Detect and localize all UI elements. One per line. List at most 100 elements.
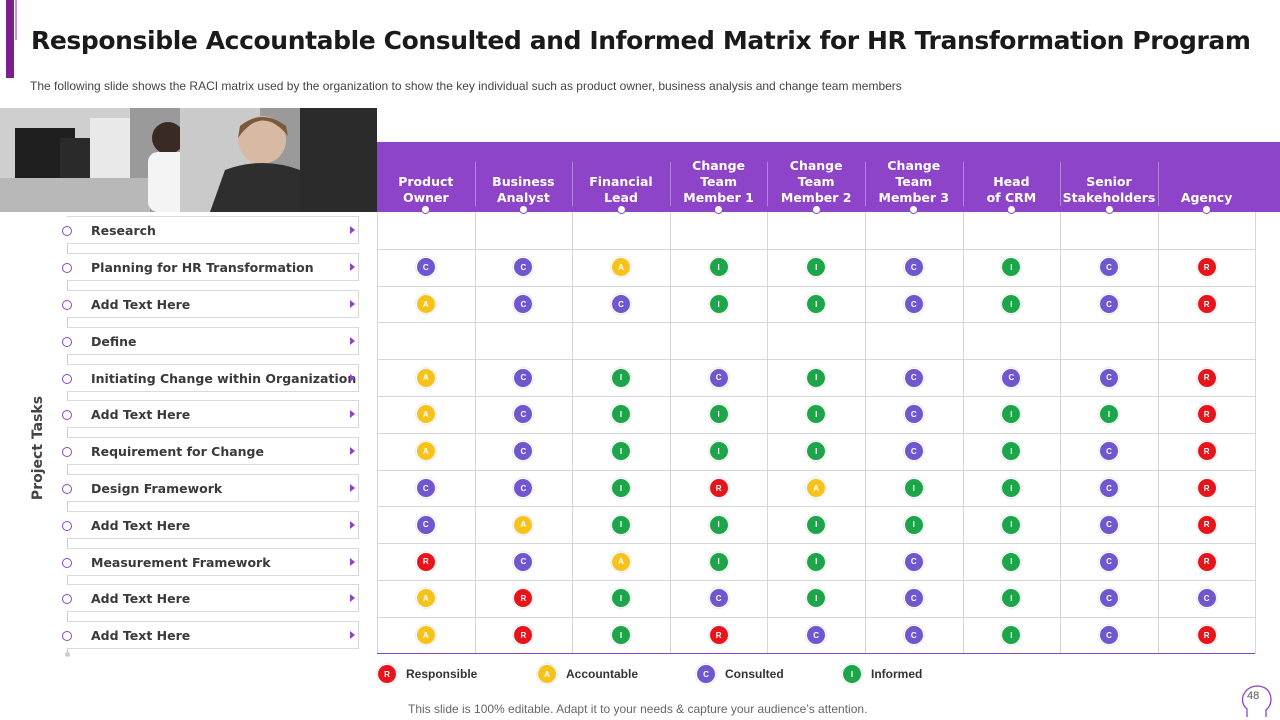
- task-name: Add Text Here: [91, 517, 191, 533]
- raci-marker: I: [903, 514, 924, 535]
- task-row-label[interactable]: Requirement for Change: [62, 437, 359, 466]
- raci-marker: I: [806, 588, 827, 609]
- raci-marker: I: [611, 478, 631, 498]
- raci-marker: C: [415, 478, 436, 498]
- task-row-label[interactable]: Planning for HR Transformation: [62, 253, 359, 282]
- column-header: Agency: [1180, 190, 1233, 205]
- raci-marker: I: [708, 294, 729, 314]
- column-separator: [669, 162, 671, 206]
- raci-marker: C: [708, 588, 729, 609]
- column-connector-dot: [1202, 205, 1212, 214]
- raci-marker: I: [1001, 294, 1022, 314]
- raci-marker: I: [1001, 404, 1022, 425]
- raci-marker: I: [611, 441, 631, 462]
- task-row-label[interactable]: Initiating Change within Organization: [62, 363, 359, 392]
- raci-marker: C: [1001, 367, 1022, 388]
- legend-marker: C: [696, 664, 716, 684]
- matrix-bottom-border: [377, 653, 1255, 654]
- chevron-right-icon: [350, 336, 355, 345]
- raci-marker: I: [611, 367, 631, 388]
- raci-marker: R: [415, 551, 436, 572]
- task-row-label[interactable]: Add Text Here: [62, 290, 359, 318]
- footer-note: This slide is 100% editable. Adapt it to…: [408, 702, 868, 716]
- raci-marker: R: [1196, 625, 1217, 646]
- chevron-right-icon: [350, 447, 355, 456]
- grid-row-line: [377, 285, 1255, 287]
- raci-marker: I: [708, 551, 729, 572]
- task-row-label[interactable]: Add Text Here: [62, 621, 359, 650]
- raci-marker: I: [708, 404, 729, 425]
- raci-marker: C: [1099, 514, 1119, 535]
- task-bullet-icon: [62, 263, 72, 274]
- raci-marker: R: [1196, 294, 1217, 314]
- task-name: Add Text Here: [91, 628, 191, 644]
- raci-marker: A: [415, 367, 436, 388]
- raci-marker: A: [611, 551, 631, 572]
- raci-marker: C: [903, 404, 924, 425]
- chevron-right-icon: [350, 300, 355, 308]
- column-separator: [962, 162, 964, 206]
- task-row-label[interactable]: Add Text Here: [62, 510, 359, 539]
- raci-marker: I: [806, 551, 827, 572]
- task-row-label[interactable]: Measurement Framework: [62, 547, 359, 576]
- project-tasks-label: Project Tasks: [30, 395, 46, 501]
- raci-marker: I: [806, 367, 827, 388]
- raci-marker: C: [903, 551, 924, 572]
- title-accent-bar: [6, 0, 14, 78]
- legend-label: Informed: [871, 667, 923, 681]
- column-connector-dot: [421, 205, 431, 214]
- raci-marker: C: [1099, 588, 1119, 609]
- task-name: Add Text Here: [91, 297, 191, 312]
- raci-marker: A: [415, 588, 436, 609]
- raci-marker: C: [1099, 257, 1119, 278]
- task-row-label[interactable]: Research: [62, 216, 359, 245]
- raci-marker: I: [1001, 441, 1022, 462]
- column-connector-dot: [518, 205, 528, 214]
- legend-item: A Accountable: [537, 664, 638, 684]
- raci-marker: C: [1099, 625, 1119, 646]
- raci-marker: C: [1099, 551, 1119, 572]
- column-separator: [1060, 162, 1062, 206]
- raci-marker: C: [1196, 588, 1217, 609]
- office-photo-graphic: [0, 108, 377, 212]
- task-name: Planning for HR Transformation: [91, 260, 314, 276]
- raci-marker: C: [513, 441, 534, 462]
- grid-row-line: [377, 322, 1255, 324]
- column-connector-dot: [714, 205, 724, 214]
- chevron-right-icon: [350, 594, 355, 603]
- legend-item: C Consulted: [696, 664, 784, 684]
- task-row-label[interactable]: Design Framework: [62, 474, 359, 502]
- column-connector-dot: [616, 205, 626, 214]
- raci-marker: R: [1196, 514, 1217, 535]
- title-accent-line: [15, 0, 17, 40]
- raci-marker: I: [611, 588, 631, 609]
- task-timeline-end: [65, 652, 70, 657]
- raci-marker: I: [1001, 588, 1022, 609]
- column-connector-dot: [1006, 205, 1016, 214]
- grid-row-line: [377, 359, 1255, 361]
- raci-marker: C: [513, 551, 534, 572]
- raci-marker: A: [415, 294, 436, 314]
- task-bullet-icon: [62, 447, 72, 458]
- task-row-label[interactable]: Add Text Here: [62, 400, 359, 429]
- column-header: Change Team Member 1: [683, 158, 754, 205]
- column-header: Financial Lead: [589, 174, 653, 205]
- raci-marker: I: [1001, 514, 1022, 535]
- raci-marker: A: [415, 625, 436, 646]
- raci-marker: I: [1001, 257, 1022, 278]
- raci-marker: R: [513, 588, 534, 609]
- grid-row-line: [377, 469, 1255, 471]
- column-separator: [767, 162, 769, 206]
- task-bullet-icon: [62, 520, 72, 531]
- raci-marker: C: [708, 367, 729, 388]
- raci-marker: C: [415, 257, 436, 278]
- raci-marker: C: [513, 257, 534, 278]
- office-photo: [0, 108, 377, 212]
- column-connector-dot: [811, 205, 821, 214]
- task-row-label[interactable]: Add Text Here: [62, 584, 359, 613]
- grid-row-line: [377, 396, 1255, 397]
- task-row-label[interactable]: Define: [62, 326, 359, 355]
- task-bullet-icon: [62, 336, 72, 347]
- raci-marker: I: [1001, 625, 1022, 646]
- task-bullet-icon: [62, 410, 72, 421]
